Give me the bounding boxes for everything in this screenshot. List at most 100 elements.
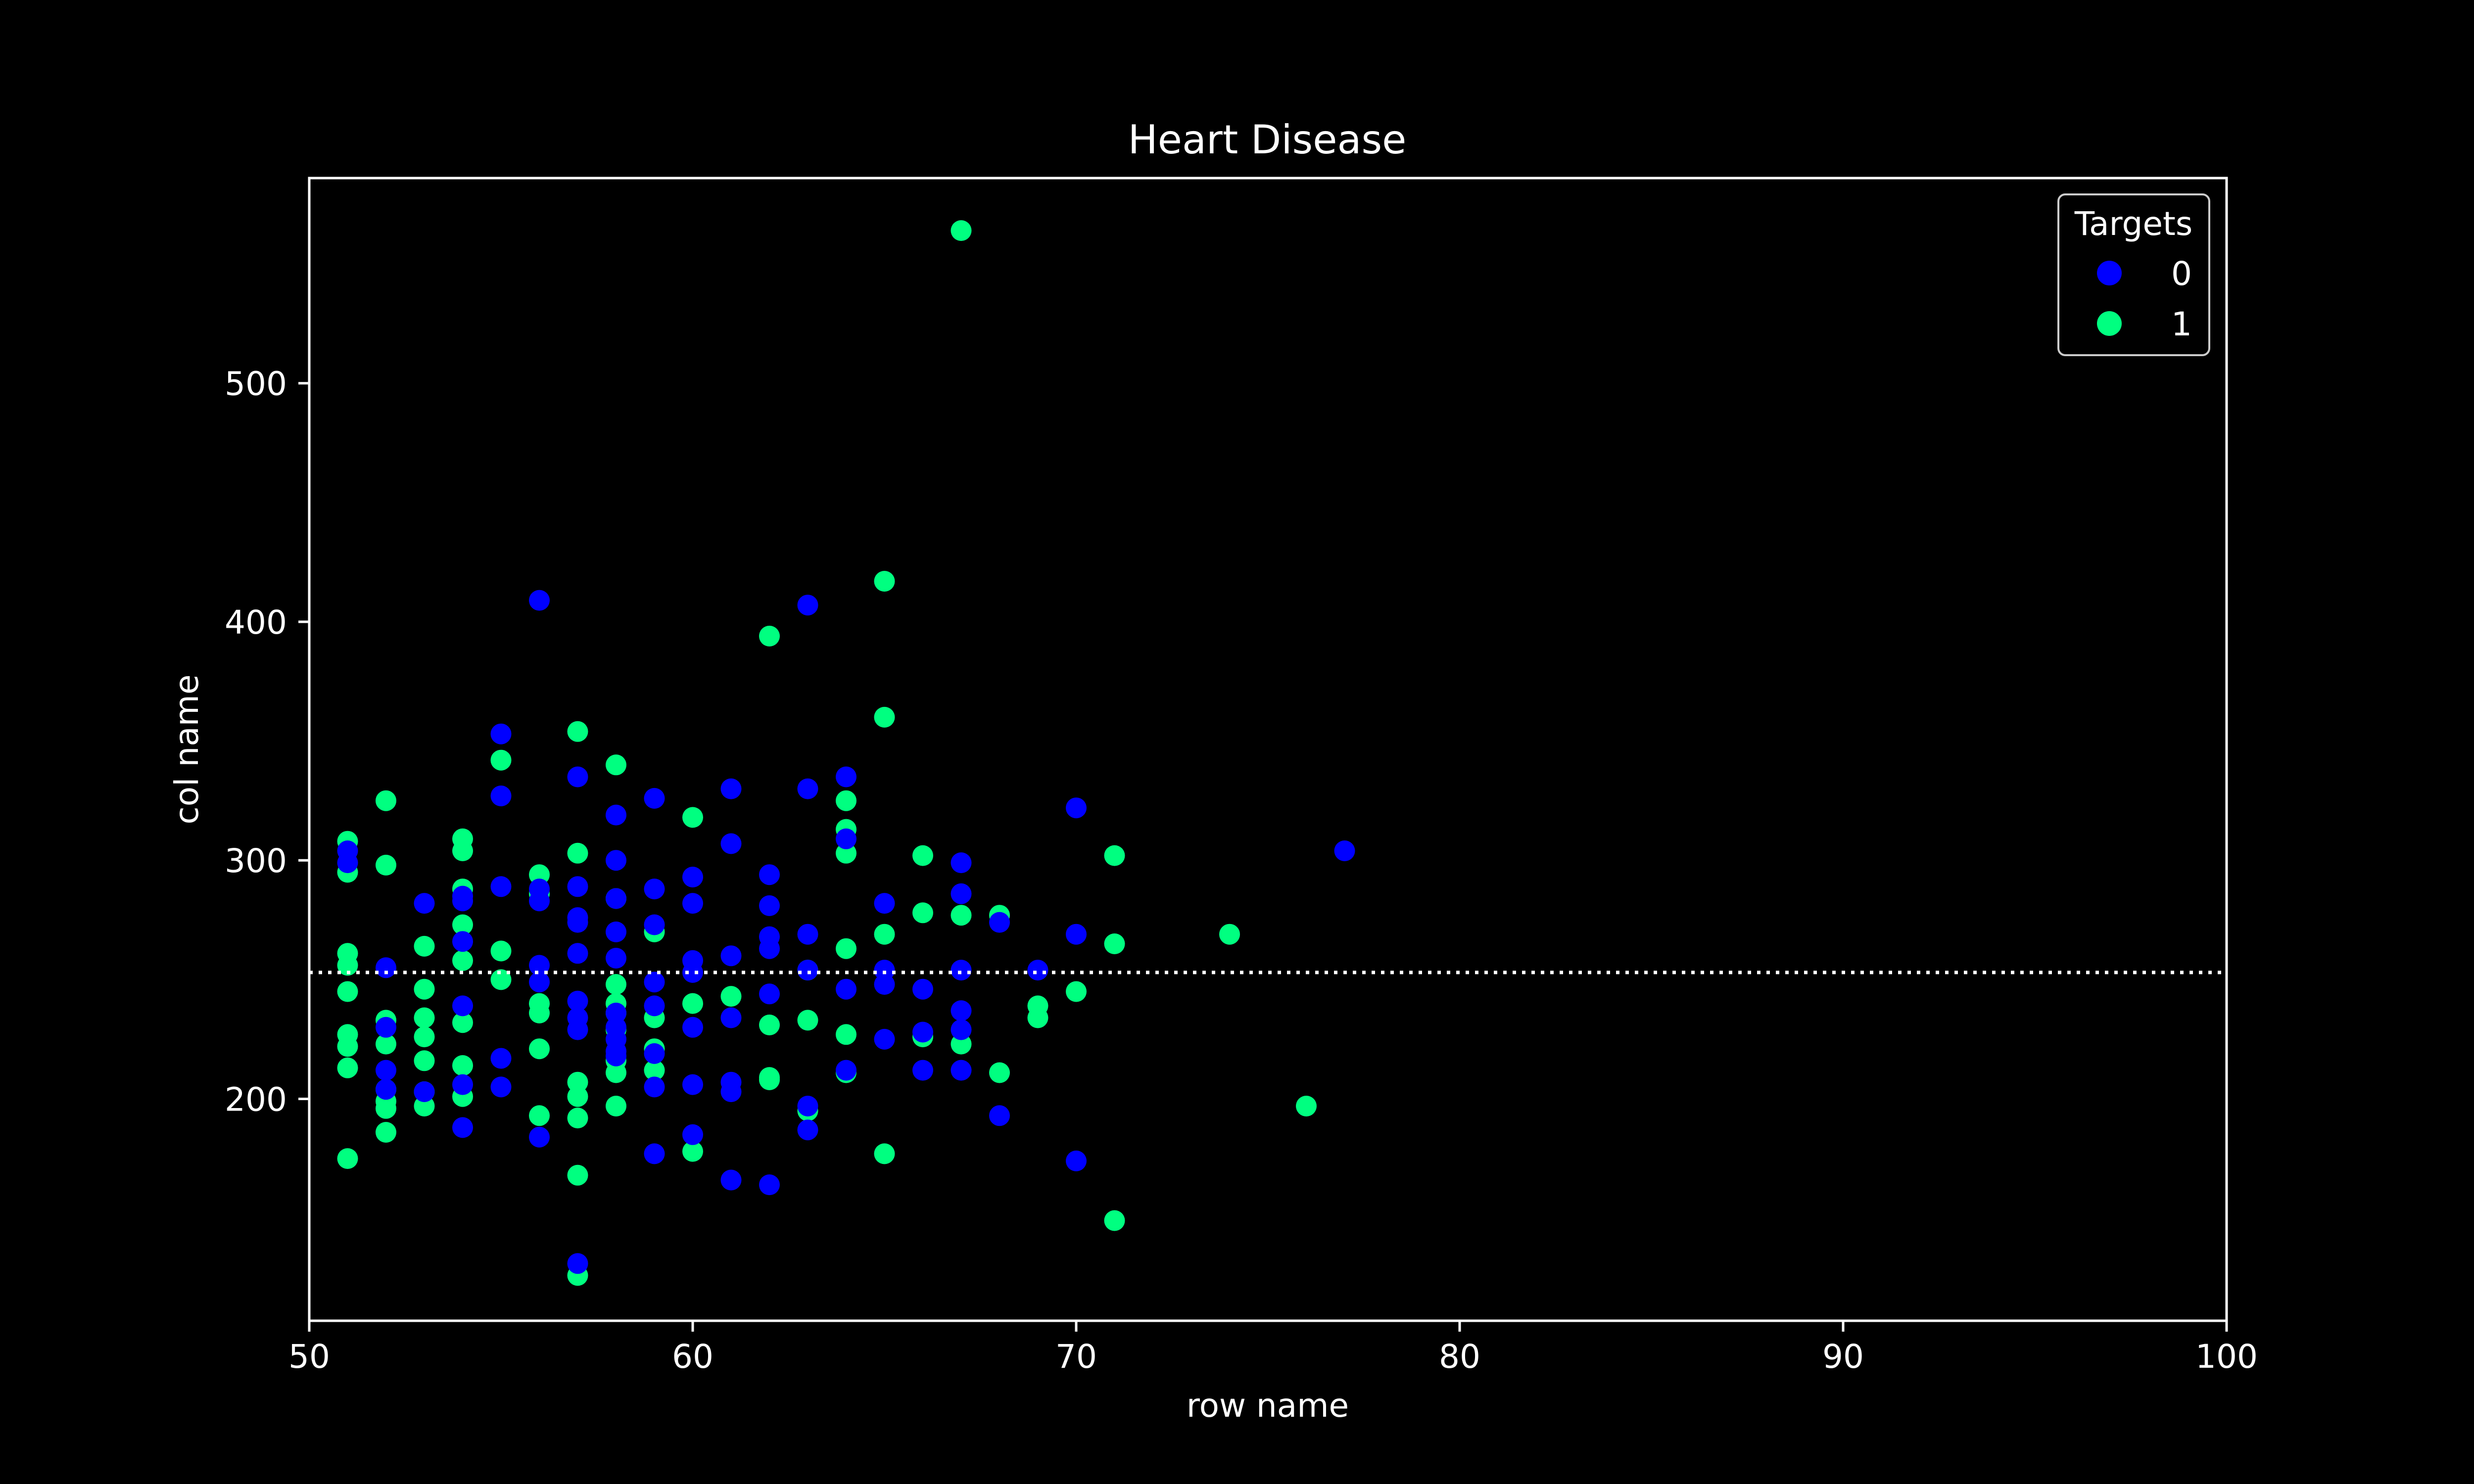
point-series-0-3: [376, 1017, 396, 1038]
point-series-1-64: [720, 986, 742, 1007]
point-series-0-94: [951, 1060, 972, 1081]
x-axis-label: row name: [1187, 1387, 1349, 1425]
point-series-0-14: [490, 723, 512, 744]
x-tick-label-50: 50: [288, 1338, 330, 1376]
point-series-0-36: [606, 888, 626, 909]
point-series-1-63: [682, 1141, 703, 1162]
point-series-0-97: [1027, 960, 1048, 981]
legend-title: Targets: [2074, 205, 2193, 243]
point-series-0-1: [337, 852, 358, 874]
point-series-0-87: [912, 1021, 933, 1043]
point-series-0-93: [951, 1019, 972, 1040]
point-series-0-65: [720, 1169, 742, 1191]
point-series-0-59: [720, 778, 742, 799]
point-series-1-68: [759, 1069, 780, 1090]
point-series-0-50: [644, 1076, 665, 1098]
point-series-1-29: [452, 1012, 473, 1033]
point-series-1-42: [567, 842, 588, 864]
y-axis-label: col name: [168, 674, 206, 824]
point-series-1-16: [376, 1122, 396, 1143]
point-series-1-35: [529, 864, 550, 885]
point-series-1-65: [759, 625, 780, 647]
point-series-0-55: [682, 962, 703, 983]
point-series-1-9: [376, 790, 396, 811]
point-series-0-4: [376, 1060, 396, 1081]
point-series-0-9: [452, 890, 473, 912]
point-series-1-66: [759, 1015, 780, 1035]
point-series-0-90: [951, 883, 972, 904]
point-series-0-23: [529, 972, 550, 993]
point-series-1-15: [376, 1098, 396, 1119]
point-series-0-80: [836, 978, 856, 1000]
legend-marker-1: [2097, 311, 2122, 336]
point-series-0-91: [951, 960, 972, 981]
point-series-0-76: [797, 1096, 818, 1116]
point-series-1-75: [836, 938, 856, 959]
point-series-0-82: [874, 893, 895, 914]
point-series-0-83: [874, 960, 895, 981]
point-series-0-24: [529, 1126, 550, 1148]
x-axis-ticks: 50 60 70 80 90 100: [288, 1321, 2258, 1376]
point-series-1-87: [951, 1033, 972, 1055]
point-series-1-80: [874, 924, 895, 945]
point-series-0-86: [912, 978, 933, 1000]
plot-marks: [337, 220, 1355, 1286]
legend: Targets 0 1: [2057, 193, 2210, 356]
point-series-0-67: [759, 895, 780, 916]
point-series-0-29: [567, 943, 588, 964]
point-series-1-79: [874, 706, 895, 728]
point-series-1-50: [606, 974, 626, 995]
point-series-0-43: [606, 1045, 626, 1067]
point-series-0-30: [567, 990, 588, 1012]
point-series-0-33: [567, 1253, 588, 1274]
point-series-1-81: [874, 1143, 895, 1164]
point-series-0-60: [720, 833, 742, 854]
point-series-1-27: [452, 914, 473, 935]
point-series-1-91: [1027, 1007, 1048, 1028]
point-series-0-18: [490, 1076, 512, 1098]
point-series-1-41: [567, 721, 588, 742]
point-series-0-12: [452, 1074, 473, 1095]
point-series-1-45: [567, 1108, 588, 1129]
point-series-0-89: [951, 852, 972, 874]
point-series-0-85: [874, 1028, 895, 1050]
point-series-1-76: [836, 1024, 856, 1045]
point-series-1-10: [376, 854, 396, 876]
point-series-0-84: [874, 974, 895, 995]
x-tick-label-80: 80: [1439, 1338, 1480, 1376]
point-series-1-74: [836, 842, 856, 864]
point-series-0-13: [452, 1117, 473, 1138]
point-series-1-30: [452, 1055, 473, 1076]
point-series-1-33: [490, 940, 512, 962]
point-series-0-26: [567, 876, 588, 897]
point-series-0-6: [414, 893, 435, 914]
point-series-0-64: [720, 1081, 742, 1102]
point-series-1-38: [529, 1002, 550, 1023]
y-tick-label-300: 300: [225, 842, 287, 880]
point-series-1-28: [452, 950, 473, 971]
point-series-0-69: [759, 938, 780, 959]
point-series-0-19: [529, 590, 550, 611]
point-series-0-51: [644, 1143, 665, 1164]
point-series-0-58: [682, 1124, 703, 1145]
legend-marker-0: [2097, 261, 2122, 285]
point-series-0-5: [376, 1079, 396, 1100]
point-series-0-73: [797, 778, 818, 799]
point-series-1-8: [337, 1148, 358, 1169]
point-series-0-75: [797, 960, 818, 981]
point-series-0-15: [490, 786, 512, 806]
legend-label-1: 1: [2171, 305, 2192, 343]
point-series-0-46: [644, 914, 665, 935]
point-series-0-47: [644, 972, 665, 993]
point-series-0-22: [529, 955, 550, 976]
point-series-1-17: [414, 935, 435, 957]
point-series-1-32: [490, 749, 512, 771]
point-series-1-62: [682, 993, 703, 1014]
series-0: [337, 590, 1355, 1274]
point-series-1-86: [951, 905, 972, 926]
point-series-1-96: [1219, 924, 1240, 945]
y-tick-label-400: 400: [225, 603, 287, 642]
y-tick-label-200: 200: [225, 1081, 287, 1119]
chart-title: Heart Disease: [1128, 117, 1407, 163]
point-series-0-71: [759, 1174, 780, 1196]
